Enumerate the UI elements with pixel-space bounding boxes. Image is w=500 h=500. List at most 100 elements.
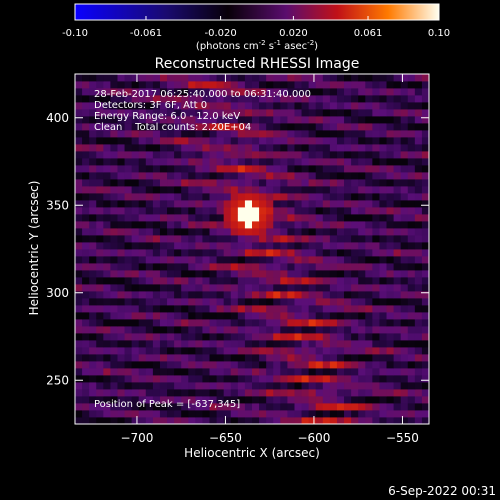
heatmap-cell (223, 137, 232, 145)
heatmap-cell (301, 368, 310, 376)
heatmap-cell (358, 347, 366, 355)
heatmap-cell (421, 81, 429, 89)
heatmap-cell (159, 305, 168, 313)
heatmap-cell (252, 235, 260, 243)
heatmap-cell (230, 165, 239, 173)
heatmap-cell (252, 305, 260, 313)
heatmap-cell (117, 354, 125, 362)
heatmap-cell (400, 193, 409, 201)
heatmap-cell (230, 417, 239, 424)
heatmap-cell (259, 102, 267, 110)
heatmap-cell (82, 193, 90, 201)
heatmap-cell (259, 165, 267, 173)
heatmap-cell (209, 417, 217, 424)
heatmap-cell (273, 347, 281, 355)
heatmap-cell (188, 319, 196, 327)
heatmap-cell (372, 354, 380, 362)
heatmap-cell (322, 389, 331, 397)
heatmap-cell (244, 214, 253, 222)
heatmap-cell (230, 389, 239, 397)
heatmap-cell (287, 417, 295, 424)
heatmap-cell (159, 298, 168, 306)
heatmap-cell (400, 235, 409, 243)
heatmap-cell (365, 347, 373, 355)
heatmap-cell (159, 95, 168, 103)
heatmap-cell (351, 403, 359, 411)
heatmap-cell (223, 382, 232, 390)
heatmap-cell (301, 305, 310, 313)
heatmap-cell (266, 396, 274, 404)
heatmap-cell (152, 396, 161, 404)
heatmap-cell (273, 165, 281, 173)
heatmap-cell (216, 326, 225, 334)
heatmap-cell (152, 319, 161, 327)
heatmap-cell (75, 88, 83, 96)
heatmap-cell (131, 200, 140, 208)
heatmap-cell (294, 417, 302, 424)
heatmap-cell (117, 165, 125, 173)
heatmap-cell (209, 74, 217, 82)
heatmap-cell (82, 221, 90, 229)
heatmap-cell (259, 179, 267, 187)
heatmap-cell (181, 158, 189, 166)
heatmap-cell (181, 284, 189, 292)
heatmap-cell (138, 165, 147, 173)
heatmap-cell (294, 319, 302, 327)
heatmap-cell (393, 298, 402, 306)
heatmap-cell (407, 305, 416, 313)
heatmap-cell (315, 375, 324, 383)
heatmap-cell (407, 354, 416, 362)
heatmap-cell (414, 305, 423, 313)
heatmap-cell (351, 256, 359, 264)
heatmap-cell (287, 375, 295, 383)
heatmap-cell (393, 74, 402, 82)
heatmap-cell (145, 347, 154, 355)
heatmap-cell (365, 326, 373, 334)
heatmap-cell (223, 263, 232, 271)
heatmap-cell (308, 193, 317, 201)
heatmap-cell (223, 207, 232, 215)
heatmap-cell (329, 88, 338, 96)
heatmap-cell (117, 193, 125, 201)
heatmap-cell (421, 158, 429, 166)
heatmap-cell (75, 326, 83, 334)
heatmap-cell (174, 221, 182, 229)
heatmap-cell (202, 81, 210, 89)
heatmap-cell (82, 305, 90, 313)
heatmap-cell (181, 165, 189, 173)
heatmap-cell (223, 305, 232, 313)
heatmap-cell (266, 200, 274, 208)
heatmap-cell (336, 347, 345, 355)
heatmap-cell (209, 333, 217, 341)
heatmap-cell (89, 249, 97, 257)
heatmap-cell (365, 403, 373, 411)
heatmap-cell (96, 340, 104, 348)
heatmap-cell (237, 319, 246, 327)
heatmap-cell (301, 74, 310, 82)
heatmap-cell (167, 256, 175, 264)
heatmap-cell (294, 263, 302, 271)
heatmap-cell (252, 291, 260, 299)
heatmap-cell (400, 74, 409, 82)
heatmap-cell (421, 340, 429, 348)
heatmap-cell (329, 151, 338, 159)
heatmap-cell (315, 151, 324, 159)
heatmap-cell (386, 74, 394, 82)
heatmap-cell (315, 228, 324, 236)
heatmap-cell (216, 368, 225, 376)
heatmap-cell (294, 333, 302, 341)
heatmap-cell (237, 228, 246, 236)
heatmap-cell (315, 214, 324, 222)
heatmap-cell (96, 158, 104, 166)
heatmap-cell (216, 214, 225, 222)
heatmap-cell (216, 137, 225, 145)
heatmap-cell (280, 312, 288, 320)
heatmap-cell (110, 284, 118, 292)
heatmap-cell (329, 186, 338, 194)
heatmap-cell (174, 165, 182, 173)
heatmap-cell (400, 305, 409, 313)
heatmap-cell (336, 228, 345, 236)
heatmap-cell (216, 319, 225, 327)
heatmap-cell (75, 207, 83, 215)
heatmap-cell (124, 382, 133, 390)
